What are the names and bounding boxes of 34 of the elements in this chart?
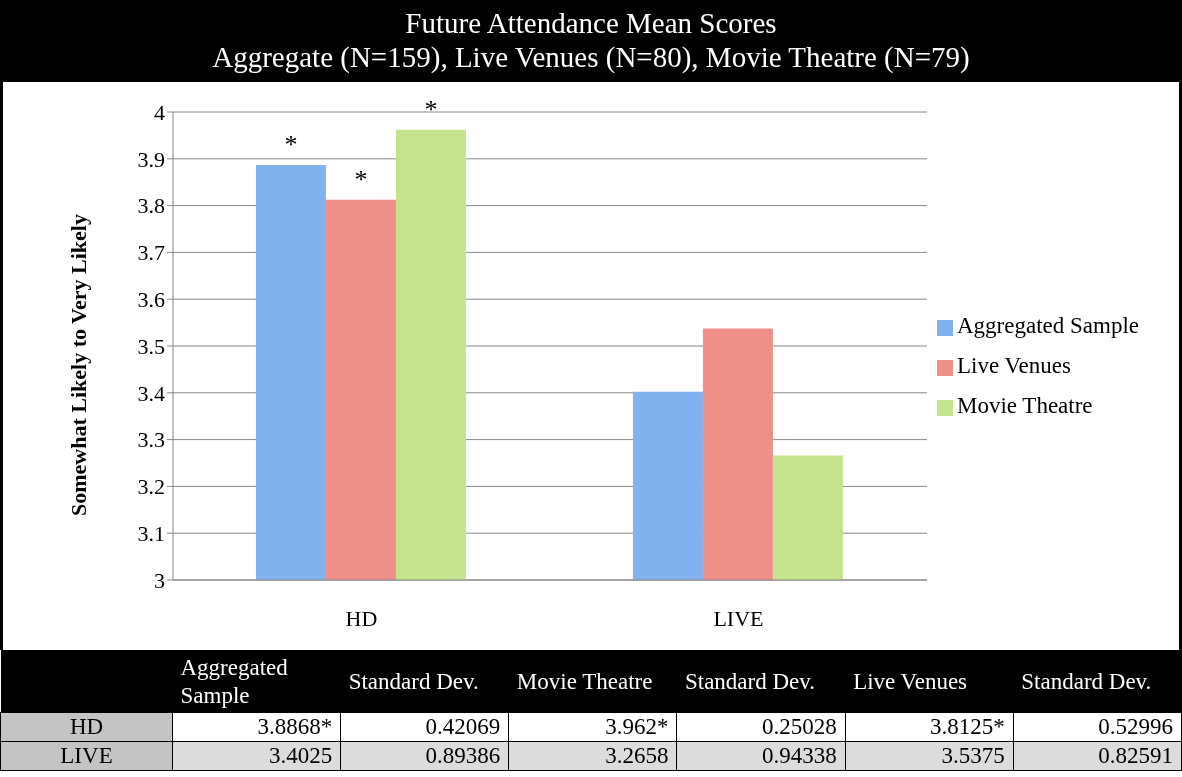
text: 0.52996 bbox=[1013, 712, 1182, 742]
annotation: * bbox=[284, 129, 298, 159]
text: 3.8868* bbox=[172, 712, 341, 742]
y-tick-label: 4 bbox=[154, 99, 165, 125]
legend-label: Live Venues bbox=[956, 353, 1071, 378]
y-tick-label: 3.6 bbox=[137, 287, 165, 313]
text: 0.25028 bbox=[676, 712, 846, 742]
category-label: LIVE bbox=[60, 743, 113, 768]
chart-title: Future Attendance Mean Scores bbox=[404, 6, 778, 40]
legend-label: Aggregated Sample bbox=[956, 313, 1139, 338]
y-tick-label: 3.5 bbox=[137, 333, 165, 359]
y-tick-label: 3.3 bbox=[137, 427, 165, 453]
text: 0.82591 bbox=[1013, 741, 1182, 771]
text: 3.2658 bbox=[508, 741, 677, 771]
annotation: * bbox=[424, 94, 438, 124]
text: 3.962* bbox=[508, 712, 677, 742]
annotation: * bbox=[354, 164, 368, 194]
y-tick-label: 3 bbox=[154, 567, 165, 593]
y-tick-label: 3.9 bbox=[137, 146, 165, 172]
text: 3.4025 bbox=[172, 741, 341, 771]
y-tick-label: 3.8 bbox=[137, 193, 165, 219]
y-tick-label: 3.4 bbox=[137, 380, 165, 406]
chart-subtitle: Aggregate (N=159), Live Venues (N=80), Movie Theatre (N=79) bbox=[211, 40, 971, 74]
text: 0.42069 bbox=[340, 712, 509, 742]
text: 0.89386 bbox=[340, 741, 509, 771]
text: 0.94338 bbox=[676, 741, 846, 771]
y-tick-label: 3.1 bbox=[137, 521, 165, 547]
y-axis-title: Somewhat Likely to Very Likely bbox=[65, 214, 91, 516]
y-tick-label: 3.2 bbox=[137, 474, 165, 500]
text: 3.5375 bbox=[845, 741, 1014, 771]
category-label: HD bbox=[69, 714, 104, 739]
text: 3.8125* bbox=[845, 712, 1014, 742]
y-tick-label: 3.7 bbox=[137, 240, 165, 266]
legend-label: Movie Theatre bbox=[956, 393, 1093, 418]
